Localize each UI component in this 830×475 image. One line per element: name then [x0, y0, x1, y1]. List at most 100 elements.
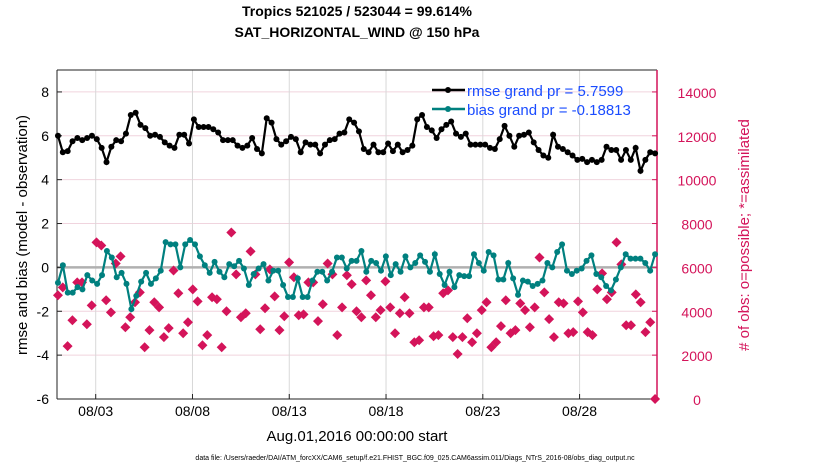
- x-tick-label: 08/18: [369, 403, 404, 419]
- rmse-marker: [428, 127, 435, 134]
- obs-marker: [332, 330, 343, 341]
- rmse-marker: [263, 115, 270, 122]
- obs-marker: [467, 337, 478, 348]
- rmse-marker: [637, 167, 644, 174]
- bias-marker: [446, 268, 453, 275]
- rmse-marker: [550, 131, 557, 138]
- obs-marker: [515, 298, 526, 309]
- bias-marker: [250, 270, 257, 277]
- x-tick-label: 08/13: [272, 403, 307, 419]
- obs-marker: [481, 297, 492, 308]
- obs-series: [52, 227, 661, 404]
- obs-marker: [491, 337, 502, 348]
- rmse-marker: [554, 143, 561, 150]
- rmse-marker: [423, 124, 430, 131]
- bias-marker: [407, 264, 414, 271]
- obs-marker: [601, 294, 612, 305]
- obs-marker: [452, 349, 463, 360]
- rmse-marker: [564, 149, 571, 156]
- rmse-marker: [365, 149, 372, 156]
- obs-marker: [346, 279, 357, 290]
- rmse-marker: [399, 149, 406, 156]
- rmse-marker: [394, 141, 401, 148]
- obs-marker: [173, 288, 184, 299]
- bias-marker: [426, 268, 433, 275]
- bias-marker: [314, 268, 321, 275]
- obs-marker: [158, 332, 169, 343]
- rmse-marker: [190, 116, 197, 123]
- obs-marker: [120, 322, 131, 333]
- chart-title-line-2: SAT_HORIZONTAL_WIND @ 150 hPa: [235, 24, 480, 40]
- bias-marker: [495, 276, 502, 283]
- obs-marker: [163, 323, 174, 334]
- y-tick-label: 0: [41, 259, 49, 275]
- obs-marker: [447, 332, 458, 343]
- rmse-marker: [593, 159, 600, 166]
- bias-marker: [329, 268, 336, 275]
- y-tick-label: 2: [41, 216, 49, 232]
- bias-marker: [79, 286, 86, 293]
- rmse-marker: [545, 154, 552, 161]
- obs-marker: [650, 394, 661, 404]
- bias-marker: [377, 267, 384, 274]
- rmse-marker: [127, 111, 134, 118]
- obs-marker: [495, 321, 506, 332]
- bias-marker: [490, 252, 497, 259]
- bias-marker: [554, 249, 561, 256]
- rmse-marker: [278, 141, 285, 148]
- obs-marker: [375, 305, 386, 316]
- rmse-marker: [244, 142, 251, 149]
- obs-marker: [414, 335, 425, 346]
- obs-marker: [284, 257, 295, 268]
- rmse-marker: [525, 129, 532, 136]
- bias-marker: [573, 267, 580, 274]
- bias-marker: [113, 274, 120, 281]
- y-right-tick-label: 10000: [678, 173, 717, 189]
- rmse-marker: [103, 159, 110, 166]
- legend-bias-marker: [445, 106, 451, 112]
- rmse-marker: [627, 156, 634, 163]
- bias-marker: [152, 275, 159, 282]
- rmse-marker: [491, 145, 498, 152]
- bias-marker: [201, 262, 208, 269]
- obs-marker: [539, 287, 550, 298]
- bias-marker: [118, 269, 125, 276]
- bias-marker: [245, 281, 252, 288]
- x-tick-label: 08/08: [175, 403, 210, 419]
- rmse-marker: [584, 159, 591, 166]
- rmse-marker: [622, 147, 629, 154]
- bias-marker: [333, 254, 340, 261]
- rmse-marker: [520, 131, 527, 138]
- rmse-marker: [608, 147, 615, 154]
- rmse-marker: [618, 156, 625, 163]
- bias-marker: [108, 254, 115, 261]
- rmse-marker: [321, 141, 328, 148]
- bias-marker: [270, 267, 277, 274]
- bias-marker: [593, 270, 600, 277]
- obs-marker: [577, 307, 588, 318]
- obs-marker: [221, 306, 232, 317]
- y-right-tick-label: 2000: [681, 348, 712, 364]
- bias-marker: [353, 257, 360, 264]
- rmse-marker: [598, 156, 605, 163]
- bias-marker: [632, 255, 639, 262]
- bias-marker: [466, 273, 473, 280]
- bias-marker: [505, 260, 512, 267]
- rmse-marker: [268, 119, 275, 126]
- bias-marker: [236, 257, 243, 264]
- obs-marker: [322, 258, 333, 269]
- obs-marker: [365, 290, 376, 301]
- rmse-marker: [404, 147, 411, 154]
- bias-marker: [348, 257, 355, 264]
- bias-marker: [456, 272, 463, 279]
- rmse-marker: [579, 155, 586, 162]
- bias-marker: [64, 289, 71, 296]
- bias-marker: [319, 268, 326, 275]
- rmse-marker: [419, 111, 426, 118]
- rmse-marker: [389, 148, 396, 155]
- obs-marker: [529, 302, 540, 313]
- bias-marker: [402, 253, 409, 260]
- bias-marker: [284, 294, 291, 301]
- rmse-marker: [108, 143, 115, 150]
- y-right-tick-label: 0: [693, 392, 701, 408]
